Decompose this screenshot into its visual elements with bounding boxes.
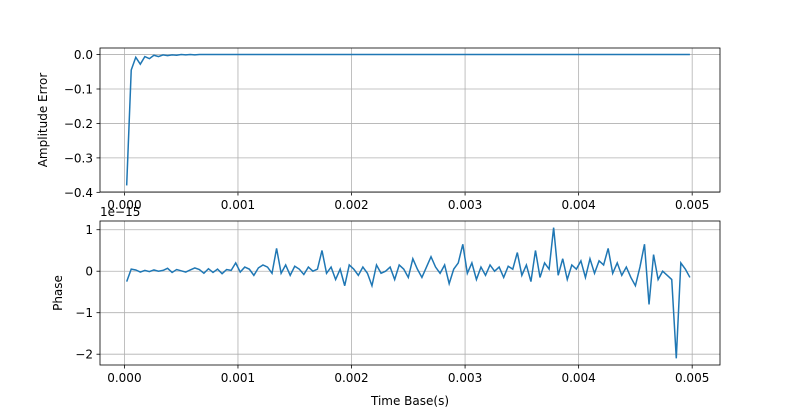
y-tick-label: −0.4 <box>64 186 93 200</box>
x-tick-label: 0.002 <box>334 198 368 212</box>
x-tick-label: 0.005 <box>675 198 709 212</box>
x-tick-label: 0.003 <box>448 198 482 212</box>
y-tick-label: −1 <box>75 306 93 320</box>
y-axis-label: Amplitude Error <box>36 73 50 168</box>
y-axis-label: Phase <box>51 275 65 311</box>
x-tick-label: 0.003 <box>448 371 482 385</box>
data-line <box>125 227 691 359</box>
data-line <box>125 53 690 186</box>
x-tick-label: 0.005 <box>675 371 709 385</box>
x-axis-label: Time Base(s) <box>370 394 449 408</box>
x-tick-label: 0.001 <box>221 371 255 385</box>
offset-text: 1e−15 <box>100 205 140 219</box>
x-tick-label: 0.000 <box>107 371 141 385</box>
y-tick-label: 0.0 <box>74 48 93 62</box>
y-tick-label: −0.1 <box>64 82 93 96</box>
axes-frame <box>99 47 721 193</box>
y-tick-label: 1 <box>85 223 93 237</box>
y-tick-label: −2 <box>75 348 93 362</box>
x-tick-label: 0.000 <box>107 198 141 212</box>
y-tick-label: −0.2 <box>64 117 93 131</box>
x-tick-label: 0.004 <box>561 371 595 385</box>
x-tick-label: 0.002 <box>334 371 368 385</box>
x-tick-label: 0.004 <box>561 198 595 212</box>
y-tick-label: 0 <box>85 265 93 279</box>
x-tick-label: 0.001 <box>221 198 255 212</box>
y-tick-label: −0.3 <box>64 151 93 165</box>
axes-frame <box>99 220 721 366</box>
